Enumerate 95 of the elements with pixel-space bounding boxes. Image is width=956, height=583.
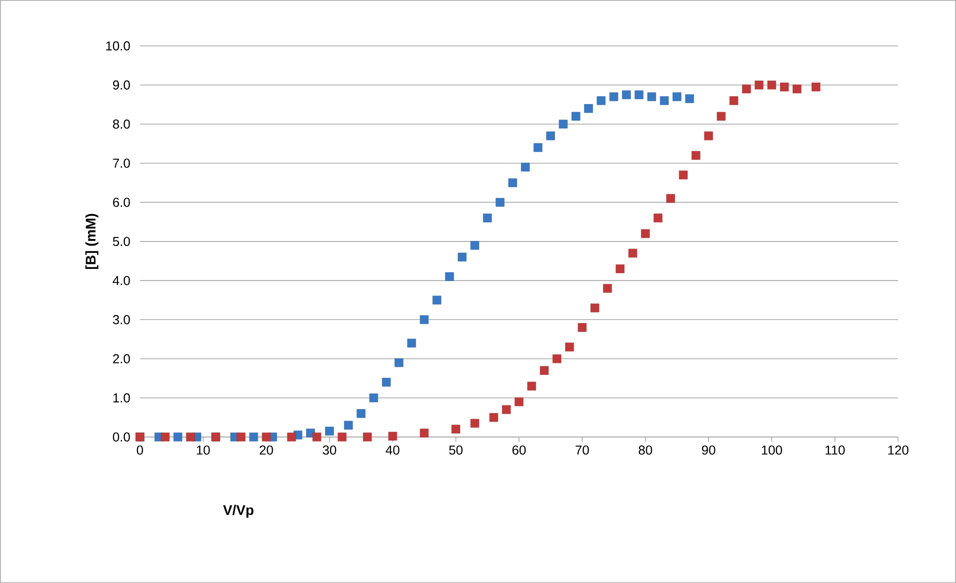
point	[654, 214, 662, 222]
point	[496, 198, 504, 207]
point	[584, 104, 593, 113]
point	[578, 323, 587, 332]
point	[514, 397, 524, 406]
point	[534, 143, 542, 152]
point	[685, 94, 694, 104]
point	[186, 432, 195, 442]
y-tick-label: 2.0	[113, 354, 130, 364]
point	[754, 80, 764, 90]
point	[356, 409, 366, 418]
point	[609, 92, 618, 102]
point	[660, 96, 669, 106]
point	[634, 90, 644, 100]
point	[565, 342, 574, 352]
x-tick-label: 120	[888, 446, 908, 455]
point	[470, 418, 480, 428]
point	[394, 358, 404, 368]
x-tick-label: 100	[762, 446, 782, 455]
point	[369, 394, 378, 402]
point	[160, 432, 170, 442]
point	[558, 120, 568, 129]
point	[445, 272, 454, 282]
point	[641, 229, 650, 238]
point	[338, 432, 346, 442]
y-tick-label: 6.0	[113, 198, 130, 207]
point	[540, 366, 549, 375]
x-axis-title: V/Vp	[223, 504, 254, 518]
x-tick-label: 0	[136, 446, 144, 455]
point	[520, 162, 530, 172]
y-tick-label: 4.0	[112, 276, 130, 286]
point	[508, 178, 518, 188]
point	[262, 432, 271, 442]
point	[742, 84, 751, 94]
y-tick-label: 7.0	[113, 158, 130, 168]
point	[678, 170, 688, 180]
x-tick-label: 90	[702, 446, 716, 455]
point	[502, 405, 511, 414]
point	[780, 82, 789, 92]
y-tick-label: 1.0	[113, 393, 130, 402]
point	[382, 378, 391, 387]
point	[451, 424, 460, 434]
point	[572, 112, 580, 121]
point	[647, 92, 656, 102]
point	[729, 96, 738, 106]
y-tick-label: 8.0	[112, 120, 130, 129]
point	[622, 90, 631, 100]
point	[236, 432, 246, 442]
point	[420, 315, 429, 324]
point	[628, 248, 638, 258]
point	[590, 304, 600, 312]
point	[527, 382, 536, 391]
x-tick-label: 50	[449, 446, 463, 455]
point	[388, 432, 398, 441]
point	[596, 96, 606, 106]
point	[325, 426, 334, 436]
point	[420, 428, 429, 438]
point	[716, 112, 726, 121]
point	[483, 214, 492, 222]
point	[704, 132, 713, 140]
point	[407, 338, 416, 348]
point	[672, 92, 682, 102]
x-tick-label: 20	[260, 446, 273, 455]
y-tick-label: 3.0	[112, 315, 130, 324]
y-axis-title: [B] (mM)	[85, 214, 98, 269]
x-tick-label: 70	[576, 446, 589, 455]
point	[287, 432, 296, 442]
point	[616, 264, 624, 274]
point	[692, 151, 700, 160]
point	[792, 84, 802, 94]
point	[489, 413, 498, 422]
x-tick-label: 60	[512, 446, 526, 455]
x-tick-label: 30	[322, 446, 336, 455]
point	[812, 82, 820, 92]
y-tick-label: 0.0	[112, 432, 130, 442]
x-tick-label: 10	[196, 446, 210, 455]
x-tick-label: 40	[386, 446, 400, 455]
x-tick-label: 110	[826, 446, 845, 455]
point	[432, 296, 442, 304]
y-tick-label: 9.0	[113, 80, 130, 90]
point	[458, 252, 467, 262]
point	[552, 354, 562, 364]
point	[173, 432, 182, 442]
point	[344, 420, 353, 430]
x-tick-label: 80	[638, 446, 652, 455]
point	[546, 132, 555, 140]
y-tick-label: 10.0	[106, 41, 130, 51]
point	[470, 241, 480, 250]
point	[249, 432, 258, 442]
point	[666, 194, 675, 203]
y-tick-label: 5.0	[112, 236, 130, 246]
point	[312, 432, 322, 442]
point	[603, 284, 612, 293]
point	[363, 432, 372, 442]
point	[767, 80, 776, 90]
